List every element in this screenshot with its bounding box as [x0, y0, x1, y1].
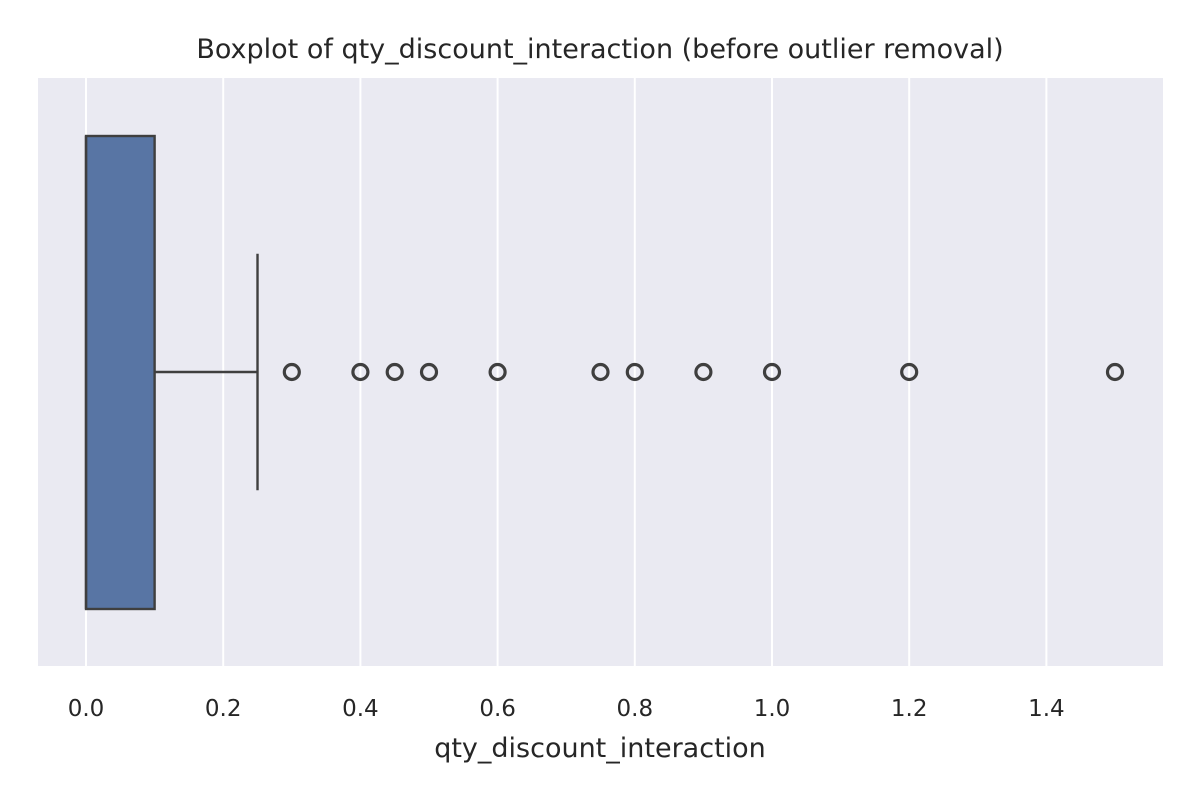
outlier-point	[694, 362, 713, 382]
outlier-point	[488, 362, 507, 382]
x-tick-label: 0.6	[479, 696, 516, 722]
x-tick-label: 1.4	[1028, 696, 1065, 722]
x-tick-label: 1.0	[754, 696, 791, 722]
chart-title: Boxplot of qty_discount_interaction (bef…	[196, 34, 1003, 65]
box-group	[84, 134, 259, 611]
x-tick-label: 0.8	[617, 696, 654, 722]
outlier-point	[762, 362, 782, 382]
outlier-point	[900, 362, 919, 382]
box-iqr	[84, 134, 156, 611]
outlier-point	[1105, 362, 1125, 382]
x-axis-ticks: 0.0 0.2 0.4 0.6 0.8 1.0 1.2 1.4	[68, 696, 1065, 722]
x-tick-label: 0.0	[68, 696, 105, 722]
outlier-point	[591, 362, 610, 382]
outlier-point	[385, 362, 404, 382]
outlier-point	[351, 362, 370, 382]
x-tick-label: 0.2	[205, 696, 242, 722]
outlier-point	[419, 362, 439, 382]
x-axis-label: qty_discount_interaction	[434, 733, 766, 764]
outliers	[282, 362, 1125, 382]
x-tick-label: 1.2	[891, 696, 928, 722]
outlier-point	[282, 362, 301, 382]
x-tick-label: 0.4	[342, 696, 379, 722]
outlier-point	[625, 362, 644, 382]
